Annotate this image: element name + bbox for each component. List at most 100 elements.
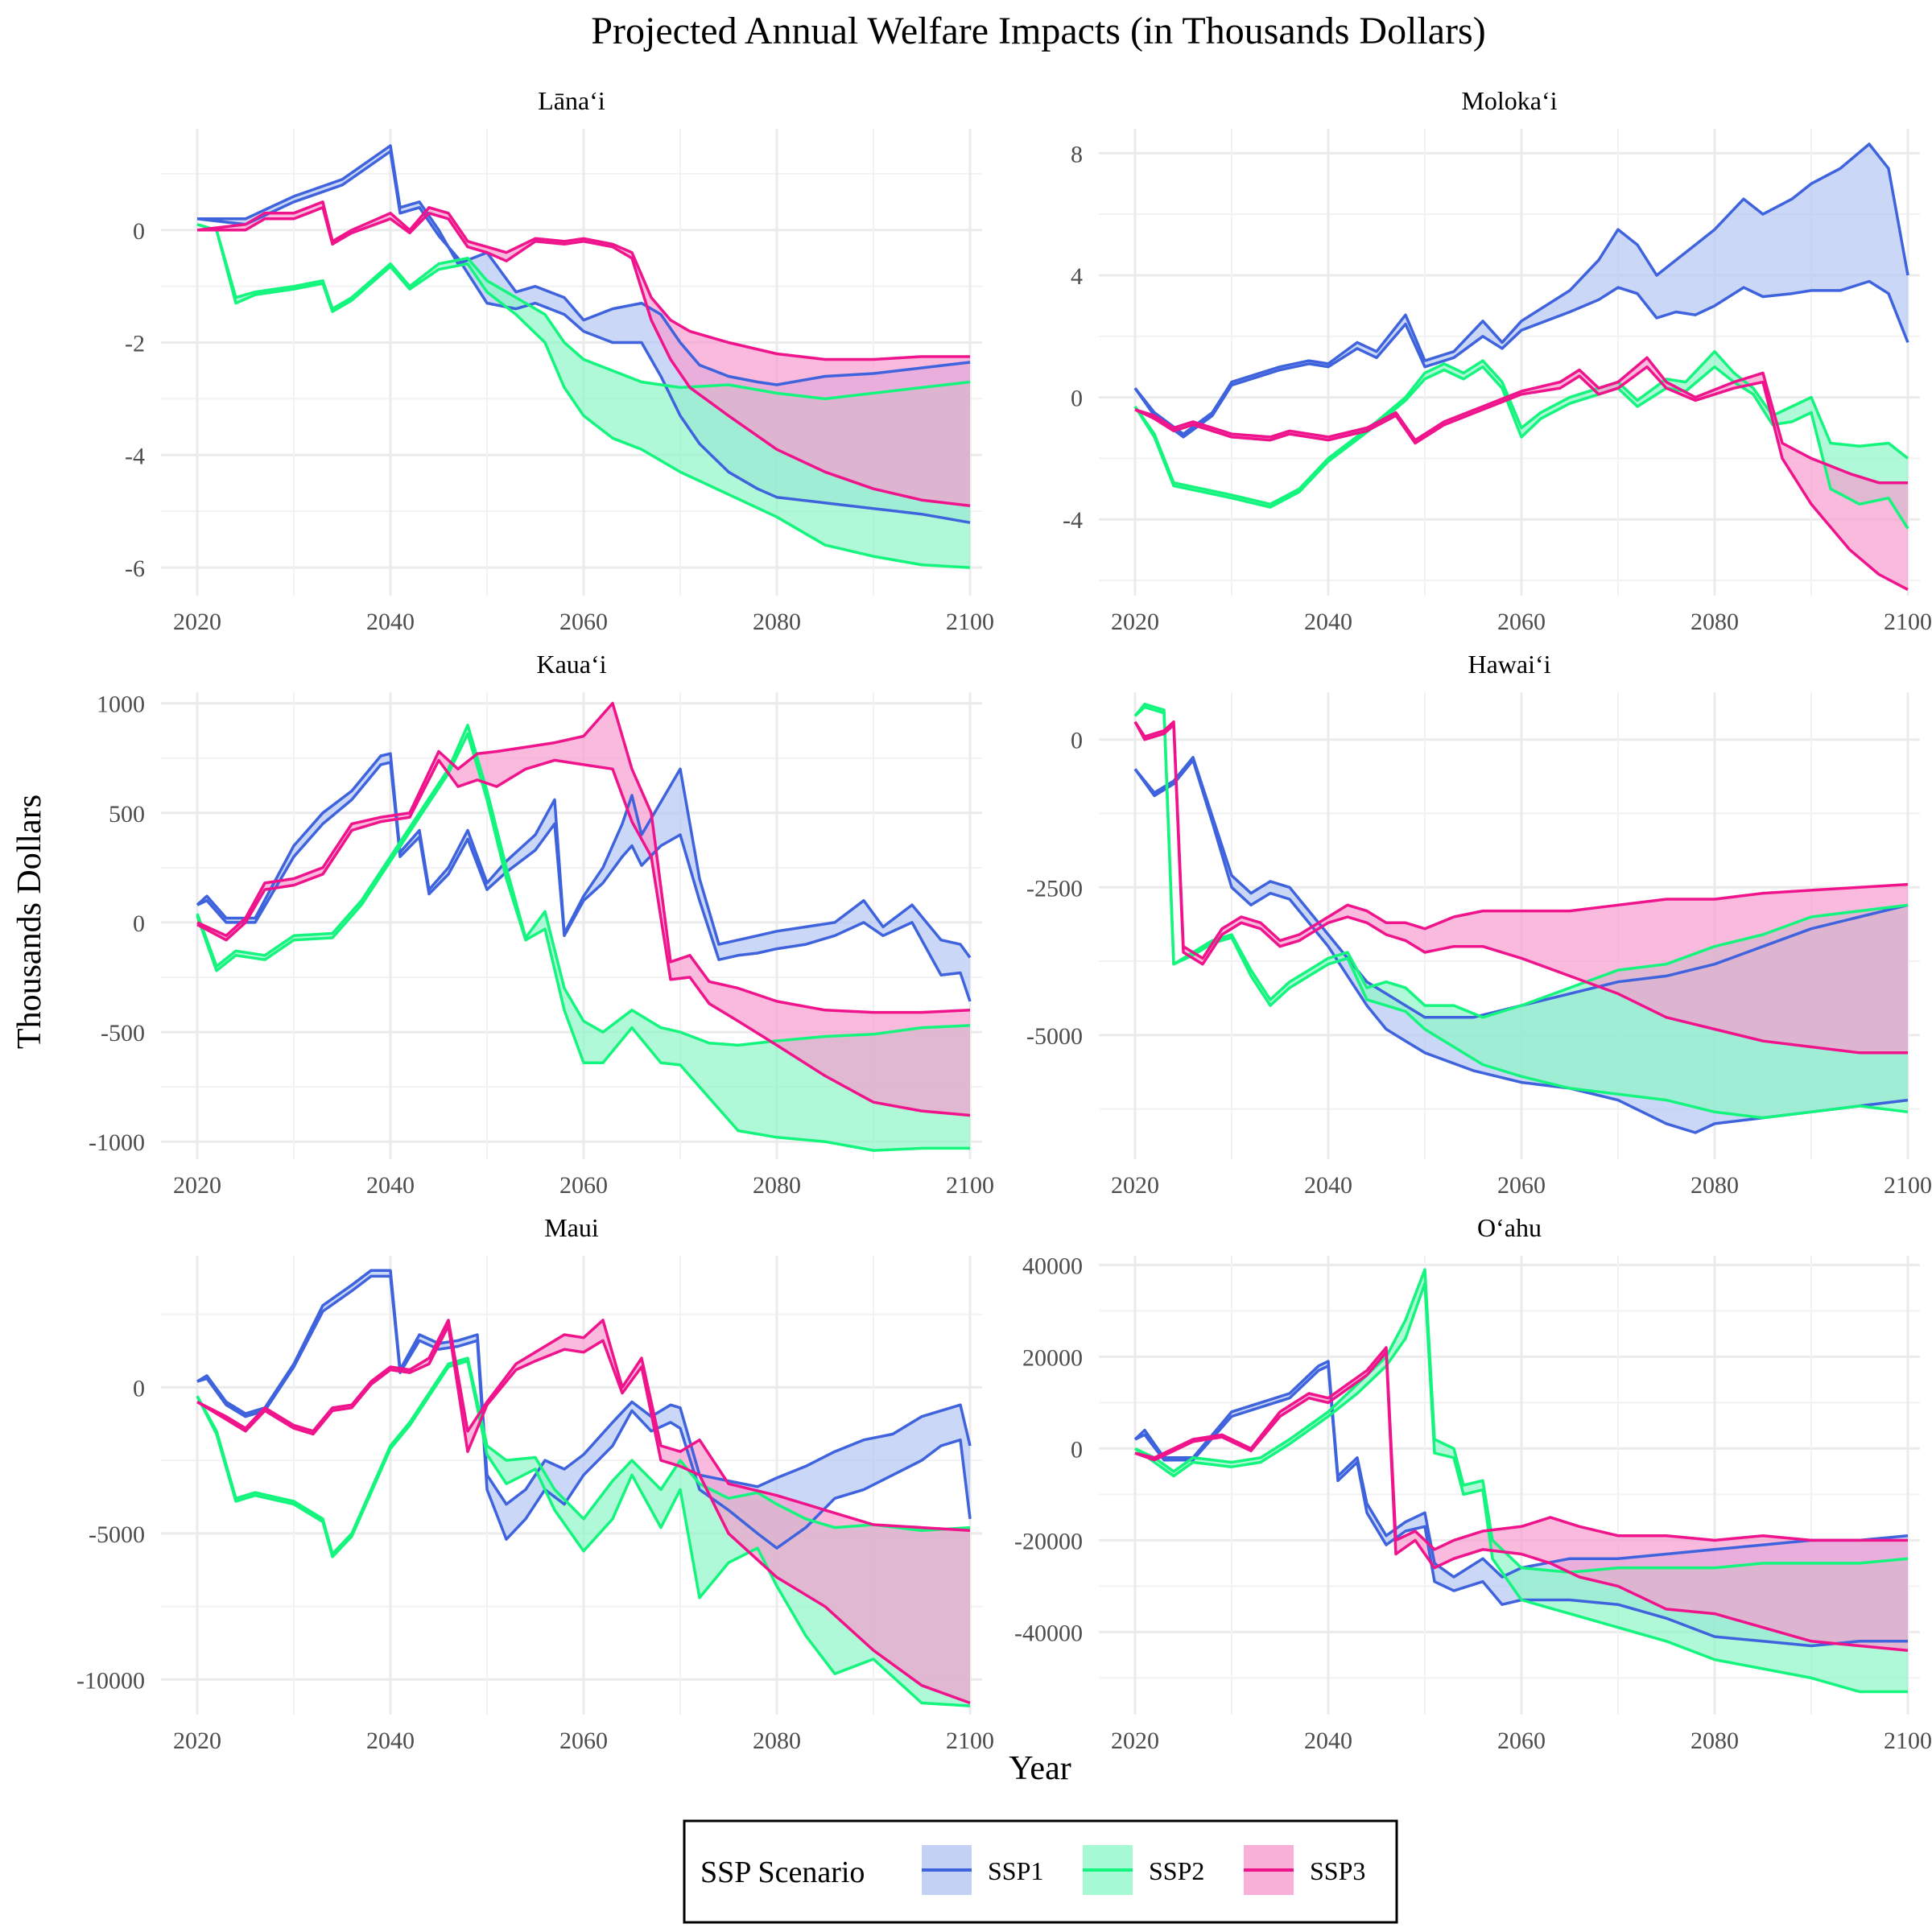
y-tick-label: 0 — [133, 1375, 145, 1402]
legend-label: SSP3 — [1310, 1856, 1365, 1885]
x-tick-label: 2020 — [173, 609, 221, 635]
legend-item-ssp1: SSP1 — [922, 1845, 1043, 1895]
y-tick-label: 0 — [1071, 728, 1083, 754]
y-tick-label: -2500 — [1026, 875, 1083, 902]
panel-4: Maui 0 -5000 -10000 2020 2040 2060 2080 2100 — [76, 1213, 994, 1754]
y-tick-label: 0 — [133, 218, 145, 245]
y-tick-label: 500 — [109, 801, 145, 828]
x-tick-label: 2100 — [946, 1728, 994, 1754]
y-tick-label: 4 — [1071, 263, 1083, 290]
x-tick-label: 2080 — [753, 609, 801, 635]
x-tick-label: 2060 — [1497, 609, 1546, 635]
x-tick-label: 2060 — [1497, 1172, 1546, 1199]
line-ssp3-lower — [1133, 720, 1908, 1055]
ribbon-ssp2 — [197, 1358, 970, 1707]
panel-title: Maui — [544, 1213, 599, 1242]
y-tick-label: 0 — [1071, 1436, 1083, 1463]
x-tick-label: 2040 — [366, 1172, 415, 1199]
line-ssp1-lower — [196, 761, 972, 1002]
panel-2: Kaua‘i 1000 500 0 -500 -1000 2020 2040 2060 2080 2… — [89, 650, 994, 1199]
line-ssp2-upper — [1133, 702, 1909, 1019]
x-tick-label: 2020 — [1111, 609, 1159, 635]
line-ssp2-lower — [196, 1359, 971, 1707]
legend-item-ssp3: SSP3 — [1244, 1845, 1365, 1895]
panel-3: Hawai‘i 0 -2500 -5000 2020 2040 2060 2080 2100 — [1026, 650, 1932, 1199]
legend-item-ssp2: SSP2 — [1083, 1845, 1204, 1895]
x-tick-label: 2060 — [1497, 1728, 1546, 1754]
x-tick-label: 2100 — [1884, 609, 1932, 635]
line-ssp3-upper — [196, 701, 971, 1014]
y-tick-label: 0 — [133, 910, 145, 937]
panel-title: Moloka‘i — [1461, 86, 1557, 115]
ribbon-ssp2 — [197, 224, 970, 568]
y-tick-label: -20000 — [1014, 1528, 1083, 1554]
x-tick-label: 2060 — [559, 1728, 608, 1754]
y-tick-label: -6 — [125, 555, 145, 582]
x-tick-label: 2080 — [753, 1172, 801, 1199]
line-ssp3-lower — [1134, 1350, 1909, 1652]
x-tick-label: 2020 — [173, 1172, 221, 1199]
line-ssp2-lower — [1133, 1282, 1908, 1694]
line-ssp3-upper — [1134, 1346, 1908, 1551]
line-ssp3-lower — [1134, 365, 1909, 591]
y-tick-label: 40000 — [1022, 1253, 1083, 1279]
ribbon-ssp1 — [197, 753, 970, 1001]
x-tick-label: 2100 — [946, 1172, 994, 1199]
x-tick-label: 2080 — [1690, 609, 1739, 635]
ribbon-ssp3 — [1135, 1348, 1908, 1651]
x-tick-label: 2060 — [559, 1172, 608, 1199]
line-ssp3-lower — [197, 206, 971, 507]
y-tick-label: 0 — [1071, 386, 1083, 412]
line-ssp3-upper — [196, 1319, 971, 1533]
x-tick-label: 2080 — [1690, 1728, 1739, 1754]
line-ssp1-upper — [1133, 1360, 1909, 1579]
x-axis-label: Year — [1009, 1750, 1071, 1787]
line-ssp2-upper — [1133, 349, 1909, 506]
line-ssp1-lower — [1134, 1364, 1908, 1648]
legend-box — [683, 1819, 1398, 1924]
y-tick-label: -4 — [125, 443, 145, 469]
panel-title: Kaua‘i — [536, 650, 606, 679]
ribbon-ssp3 — [197, 201, 970, 506]
x-tick-label: 2040 — [1304, 1172, 1352, 1199]
legend: SSP Scenario SSP1 SSP2 SSP3 — [683, 1819, 1398, 1924]
x-tick-label: 2020 — [1111, 1728, 1159, 1754]
panel-title: Hawai‘i — [1468, 650, 1550, 679]
x-tick-label: 2100 — [946, 609, 994, 635]
line-ssp2-upper — [1134, 1268, 1909, 1575]
line-ssp2-lower — [196, 732, 970, 1152]
panel-1: Moloka‘i 8 4 0 -4 2020 2040 2060 2080 2100 — [1063, 86, 1932, 635]
line-ssp3-upper — [1133, 720, 1909, 960]
panel-title: O‘ahu — [1477, 1213, 1542, 1242]
y-tick-label: -5000 — [1026, 1023, 1083, 1050]
legend-items: SSP1 SSP2 SSP3 — [922, 1845, 1365, 1895]
line-ssp2-lower — [196, 223, 971, 569]
legend-title: SSP Scenario — [700, 1856, 865, 1889]
x-tick-label: 2040 — [1304, 1728, 1352, 1754]
line-ssp3-upper — [1134, 356, 1908, 485]
x-tick-label: 2100 — [1884, 1728, 1932, 1754]
legend-label: SSP1 — [988, 1856, 1043, 1885]
panel-5: O‘ahu 40000 20000 0 -20000 -40000 2020 2040 2060… — [1014, 1213, 1932, 1754]
line-ssp2-upper — [196, 1356, 971, 1556]
line-ssp1-lower — [1133, 279, 1909, 439]
y-tick-label: -10000 — [76, 1667, 145, 1694]
x-tick-label: 2020 — [173, 1728, 221, 1754]
y-tick-label: -500 — [101, 1020, 145, 1046]
x-tick-label: 2040 — [1304, 609, 1352, 635]
x-tick-label: 2040 — [366, 1728, 415, 1754]
y-tick-label: 20000 — [1022, 1344, 1083, 1371]
ribbon-ssp3 — [197, 1319, 970, 1703]
line-ssp2-lower — [1133, 705, 1909, 1120]
line-ssp1-upper — [196, 752, 972, 959]
line-ssp2-upper — [196, 724, 971, 1047]
y-tick-label: -4 — [1063, 507, 1083, 534]
ribbon-ssp3 — [197, 703, 970, 1116]
y-tick-label: 1000 — [97, 691, 145, 718]
line-ssp3-lower — [196, 1324, 971, 1705]
line-ssp1-upper — [1133, 142, 1909, 436]
line-ssp1-upper — [196, 1269, 972, 1506]
panel-0: Lāna‘i 0 -2 -4 -6 2020 2040 2060 2080 2100 — [125, 86, 994, 635]
x-tick-label: 2080 — [753, 1728, 801, 1754]
